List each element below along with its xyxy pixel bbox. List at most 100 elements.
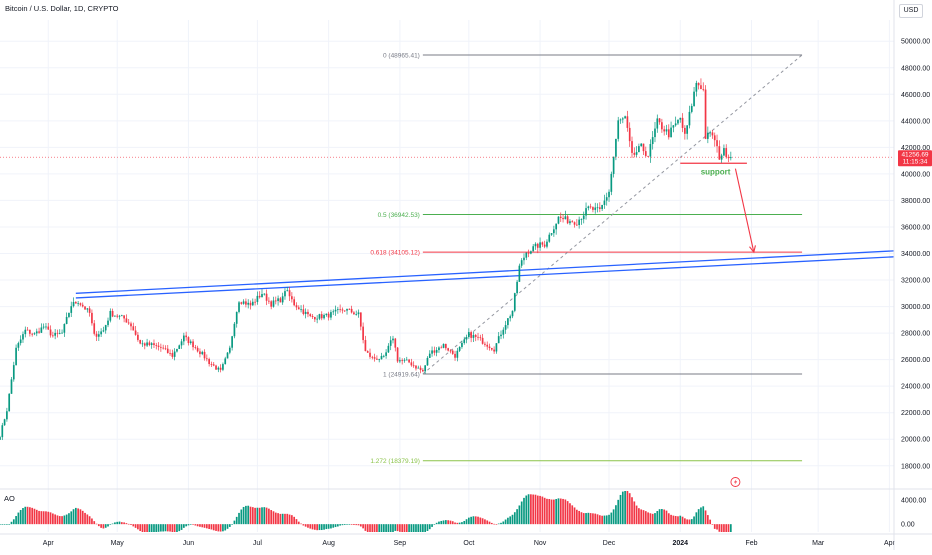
candle <box>45 326 47 328</box>
candle <box>720 155 723 160</box>
ao-bar <box>647 512 649 525</box>
time-tick-label: May <box>111 540 125 547</box>
ao-bar <box>626 491 629 525</box>
trendlines[interactable] <box>75 250 895 299</box>
candle <box>364 340 367 352</box>
ao-bar <box>146 524 148 532</box>
candle <box>619 119 622 121</box>
ao-bar <box>461 522 463 525</box>
candle <box>530 251 532 254</box>
candle <box>610 173 613 192</box>
candle <box>203 351 206 359</box>
candle <box>111 310 114 317</box>
candle <box>153 343 155 346</box>
candle <box>226 352 229 359</box>
ao-bar <box>348 524 351 525</box>
ao-bar <box>91 518 93 525</box>
ao-bar <box>155 524 158 532</box>
ao-bar <box>502 521 505 525</box>
ao-bar <box>242 506 245 525</box>
candle <box>210 363 213 365</box>
ao-bar <box>684 518 686 525</box>
ao-bar <box>261 507 263 525</box>
ao-bar <box>1 524 4 525</box>
candle <box>189 341 192 344</box>
ao-bar <box>497 523 500 525</box>
time-tick-label: Mar <box>812 540 825 547</box>
ao-bar <box>256 507 259 525</box>
candle <box>615 138 617 157</box>
candle <box>569 221 571 224</box>
candle <box>518 265 521 282</box>
ao-bar <box>343 524 346 525</box>
price-tick-label: 46000.00 <box>901 92 930 99</box>
ao-bar <box>500 522 502 525</box>
candle <box>424 365 427 372</box>
last-price-value: 41256.69 <box>901 152 928 159</box>
candle <box>725 148 728 158</box>
ao-bar <box>704 510 707 525</box>
candle <box>490 347 493 350</box>
candle <box>596 207 599 209</box>
lightning-glyph <box>733 479 738 485</box>
ao-bar <box>536 495 539 525</box>
candle <box>651 137 654 145</box>
ao-bar <box>0 524 1 525</box>
candle <box>265 293 268 301</box>
candle <box>132 326 135 331</box>
candle <box>644 151 647 156</box>
ao-bar <box>284 513 286 525</box>
candle <box>523 257 525 261</box>
candle <box>52 335 54 337</box>
candle <box>587 206 590 209</box>
ao-bar <box>571 505 574 525</box>
ao-bar <box>378 524 381 532</box>
candle <box>665 129 668 132</box>
candle <box>589 206 592 208</box>
fibonacci-retracement[interactable]: 0 (48965.41) 0.5 (36942.53) 0.618 (34105.1… <box>370 52 803 465</box>
candle <box>141 343 144 345</box>
candle <box>578 219 580 225</box>
ao-bar <box>24 506 27 525</box>
ao-label: AO <box>4 494 15 503</box>
ao-bar <box>376 524 378 532</box>
ao-bar <box>638 508 640 525</box>
candle <box>19 339 22 344</box>
candle <box>477 336 479 338</box>
candle <box>1 425 4 438</box>
candle <box>49 329 52 336</box>
candle <box>148 342 151 345</box>
fib-level-label: 0.618 (34105.12) <box>370 250 420 257</box>
candle <box>557 216 560 224</box>
candle <box>47 326 50 330</box>
candle <box>513 293 516 311</box>
ao-bar <box>10 521 13 525</box>
ao-bar <box>686 519 689 525</box>
ao-bar <box>29 507 31 525</box>
candle <box>451 350 454 354</box>
ao-bar <box>511 514 514 525</box>
ao-bar <box>226 524 229 529</box>
candle <box>231 336 233 348</box>
ao-bar <box>38 510 40 525</box>
candle <box>86 308 89 310</box>
ao-bar <box>325 524 328 530</box>
ao-bar <box>26 506 29 525</box>
candle <box>412 365 415 367</box>
candle <box>228 347 231 353</box>
candle <box>222 364 224 370</box>
ao-bar <box>251 507 254 525</box>
candle <box>536 243 539 248</box>
ao-bar <box>670 514 672 525</box>
currency-button[interactable]: USD <box>899 4 923 18</box>
candle <box>532 246 535 252</box>
ao-bar <box>504 519 507 525</box>
ao-bar <box>484 519 486 525</box>
candle <box>640 143 643 147</box>
ao-bar <box>410 524 413 532</box>
ao-bar <box>573 507 576 525</box>
candle <box>463 339 466 343</box>
